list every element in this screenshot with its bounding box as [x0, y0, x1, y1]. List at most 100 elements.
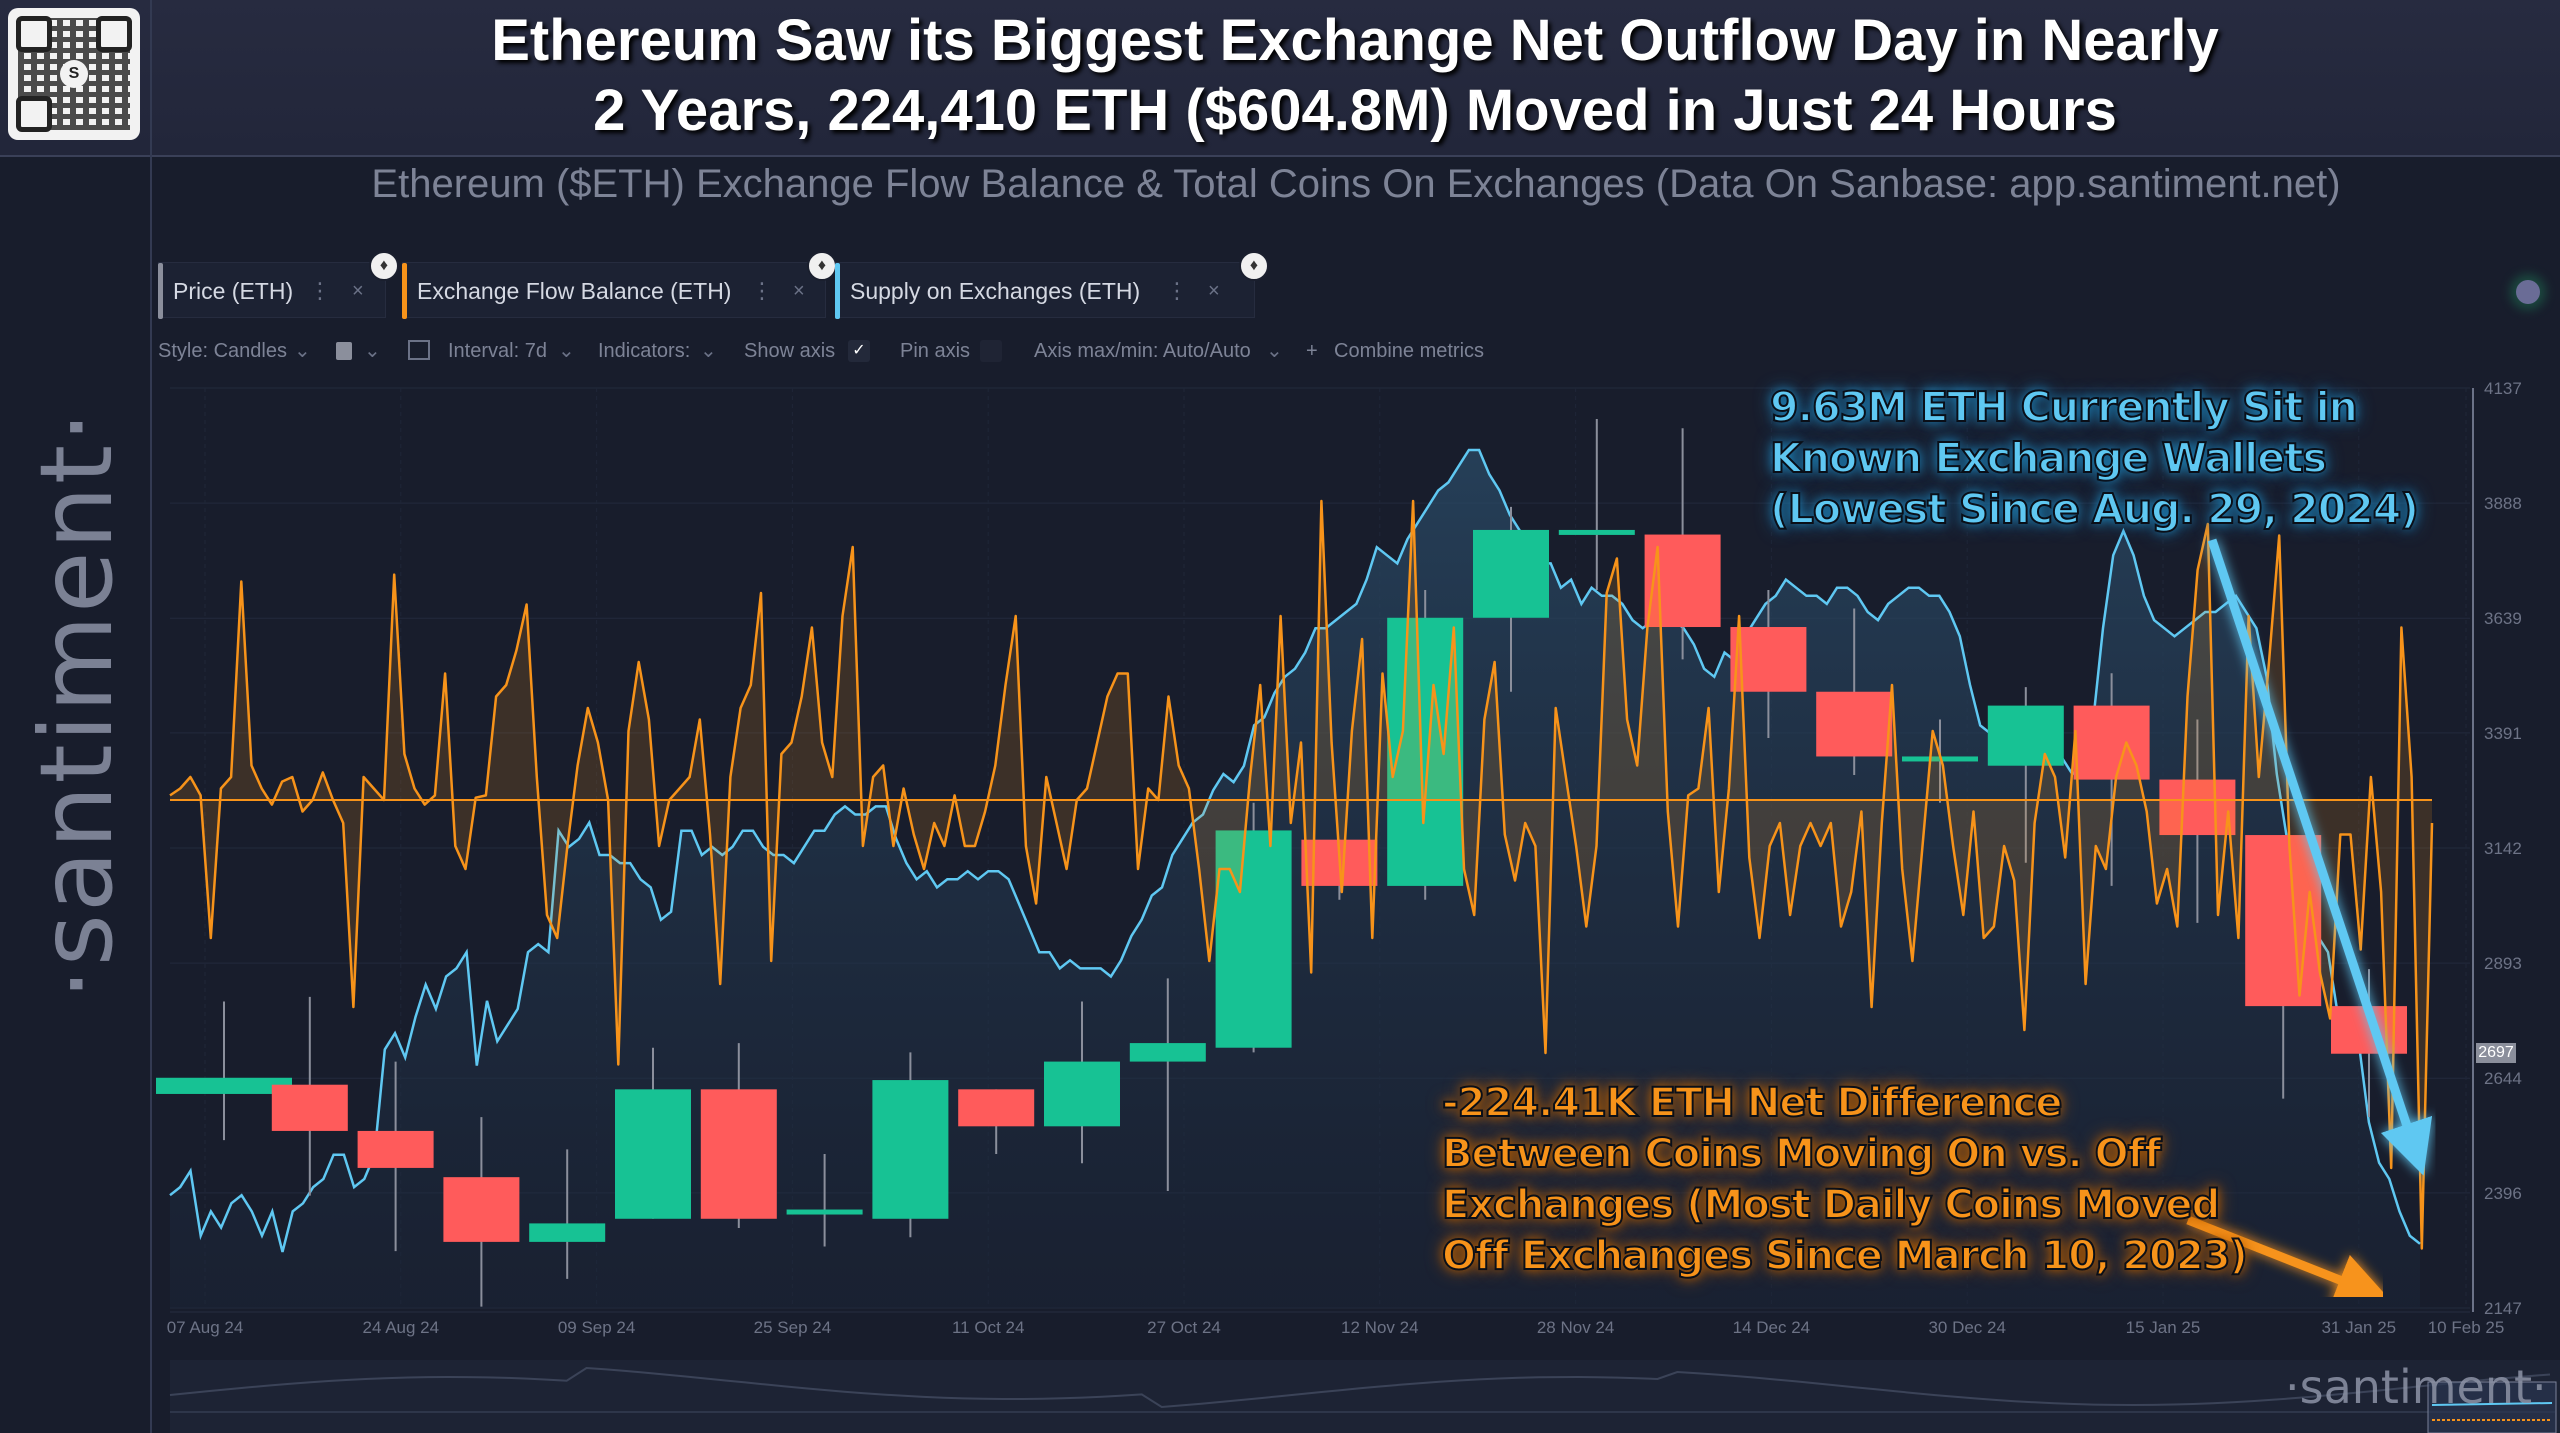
plus-icon[interactable]: + [1306, 340, 1318, 362]
santiment-watermark-bottom: ·santiment· [2285, 1360, 2547, 1414]
x-tick-label: 07 Aug 24 [167, 1318, 244, 1337]
tab-label: Supply on Exchanges (ETH) [850, 278, 1141, 304]
qr-code: S [8, 8, 140, 140]
tab-label: Exchange Flow Balance (ETH) [417, 278, 732, 304]
candle-body [1473, 529, 1549, 618]
ethereum-icon: ♦ [369, 251, 399, 281]
qr-corner [16, 96, 52, 132]
interval-select[interactable]: Interval: 7d [448, 340, 547, 362]
color-swatch-button[interactable] [336, 342, 352, 360]
show-axis-label: Show axis [744, 340, 836, 362]
ethereum-icon: ♦ [1239, 251, 1269, 281]
annotation-line: Known Exchange Wallets [1769, 433, 2328, 483]
y-tick-label: 2396 [2484, 1184, 2522, 1203]
candle-body [156, 1077, 292, 1094]
tab-exchange-flow-balance[interactable]: Exchange Flow Balance (ETH) ⋮ × ♦ [402, 251, 837, 319]
x-tick-label: 25 Sep 24 [754, 1318, 832, 1337]
candle-body [271, 1084, 348, 1131]
annotation-line: Between Coins Moving On vs. Off [1441, 1130, 2162, 1178]
annotation-line: Off Exchanges Since March 10, 2023) [1441, 1232, 2249, 1280]
candle-body [1816, 691, 1893, 757]
candle-body [958, 1089, 1035, 1127]
blue-arrow [2207, 538, 2433, 1176]
combine-metrics-button[interactable]: Combine metrics [1334, 340, 1485, 362]
candle-body [2245, 835, 2322, 1007]
more-icon[interactable]: ⋮ [1166, 278, 1188, 303]
annotation-line: 9.63M ETH Currently Sit in [1769, 382, 2359, 432]
status-dot-icon[interactable] [2516, 280, 2540, 304]
x-tick-label: 15 Jan 25 [2126, 1318, 2201, 1337]
more-icon[interactable]: ⋮ [309, 278, 331, 303]
flow-line [169, 499, 2434, 1250]
x-tick-label: 12 Nov 24 [1341, 1318, 1419, 1337]
pin-axis-checkbox[interactable] [980, 340, 1002, 362]
candle-body [357, 1130, 434, 1168]
candle-body [1129, 1043, 1206, 1062]
y-tick-label: 2644 [2484, 1069, 2522, 1088]
candle-body [872, 1080, 949, 1219]
flow-annotation: -224.41K ETH Net Difference Between Coin… [1441, 1078, 2249, 1282]
y-tick-label: 3888 [2484, 494, 2522, 513]
navigator-bg [170, 1360, 2560, 1433]
x-tick-label: 30 Dec 24 [1928, 1318, 2006, 1337]
x-tick-label: 24 Aug 24 [363, 1318, 440, 1337]
candle-body [443, 1177, 520, 1242]
y-tick-label: 2893 [2484, 954, 2522, 973]
candle-body [529, 1223, 606, 1242]
left-divider [150, 0, 152, 1433]
y-tick-label: 3142 [2484, 839, 2522, 858]
candle-body [615, 1089, 691, 1219]
qr-corner [16, 16, 52, 52]
y-tick-label: 3391 [2484, 724, 2522, 743]
axis-maxmin-select[interactable]: Axis max/min: Auto/Auto [1034, 340, 1251, 362]
annotation-line: -224.41K ETH Net Difference [1441, 1079, 2064, 1127]
x-tick-label: 11 Oct 24 [952, 1318, 1024, 1337]
candle-body [2159, 779, 2236, 836]
calendar-icon[interactable] [408, 340, 430, 360]
candle-body [1987, 705, 2064, 766]
title-line-1: Ethereum Saw its Biggest Exchange Net Ou… [491, 8, 2219, 73]
navigator-line [169, 1366, 2551, 1409]
candle-body [1044, 1061, 1120, 1127]
supply-annotation: 9.63M ETH Currently Sit in Known Exchang… [1769, 382, 2420, 535]
navigator [169, 1360, 2560, 1433]
exchange-flow-balance-series [169, 499, 2434, 1250]
axes: 4137 3888 3639 3391 3142 2893 2644 2396 2147 07 A… [167, 379, 2522, 1337]
last-price-tag: 2697 [2476, 1043, 2516, 1063]
more-icon[interactable]: ⋮ [751, 278, 773, 303]
x-tick-label: 27 Oct 24 [1147, 1318, 1221, 1337]
chevron-down-icon[interactable]: ⌄ [558, 340, 575, 362]
navigator-window-handle [2427, 1381, 2557, 1433]
y-tick-label: 3639 [2484, 609, 2522, 628]
santiment-logo-icon: S [60, 60, 88, 88]
page-title: Ethereum Saw its Biggest Exchange Net Ou… [150, 0, 2560, 156]
chevron-down-icon[interactable]: ⌄ [700, 340, 717, 362]
tab-supply-on-exchanges[interactable]: Supply on Exchanges (ETH) ⋮ × ♦ [835, 251, 1269, 319]
navigator-supply-line [2431, 1402, 2553, 1406]
style-select[interactable]: Style: Candles [158, 340, 287, 362]
close-icon[interactable]: × [352, 280, 364, 302]
pin-axis-label: Pin axis [900, 340, 971, 362]
candle-body [786, 1209, 863, 1215]
show-axis-checkbox[interactable]: ✓ [848, 340, 870, 362]
tab-color-bar [158, 263, 163, 319]
qr-corner [96, 16, 132, 52]
close-icon[interactable]: × [793, 280, 805, 302]
tab-label: Price (ETH) [173, 278, 294, 304]
annotation-line: Exchanges (Most Daily Coins Moved [1441, 1181, 2221, 1229]
y-tick-label: 2147 [2484, 1299, 2522, 1318]
x-tick-label: 31 Jan 25 [2321, 1318, 2396, 1337]
title-line-2: 2 Years, 224,410 ETH ($604.8M) Moved in … [593, 78, 2117, 143]
close-icon[interactable]: × [1208, 280, 1220, 302]
chevron-down-icon[interactable]: ⌄ [1266, 340, 1283, 362]
tab-price[interactable]: Price (ETH) ⋮ × ♦ [158, 251, 399, 319]
chevron-down-icon[interactable]: ⌄ [294, 340, 311, 362]
header [0, 0, 2560, 157]
indicators-select[interactable]: Indicators: [598, 340, 691, 362]
candle-body [1215, 830, 1292, 1048]
chevron-down-icon[interactable]: ⌄ [364, 340, 381, 362]
x-tick-label: 10 Feb 25 [2428, 1318, 2505, 1337]
candle-body [1558, 529, 1635, 535]
ethereum-icon: ♦ [807, 251, 837, 281]
